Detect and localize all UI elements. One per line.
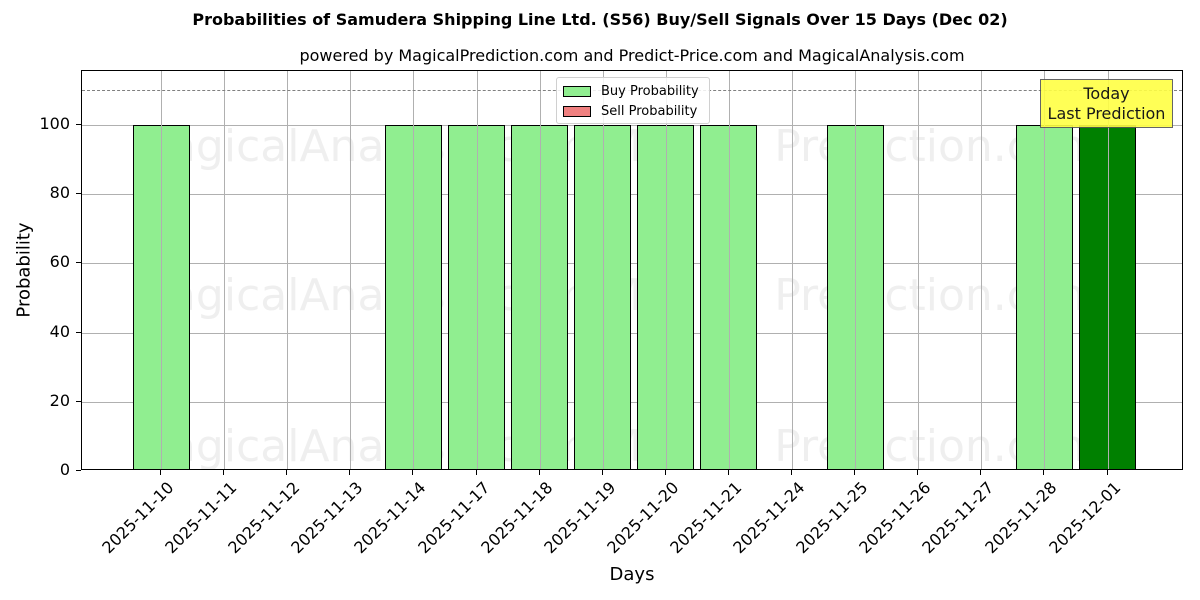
chart-subtitle: powered by MagicalPrediction.com and Pre… (299, 46, 965, 65)
gridline-horizontal (82, 194, 1182, 196)
x-tick-mark (664, 470, 666, 475)
legend-label-buy: Buy Probability (601, 83, 699, 99)
x-tick-mark (538, 470, 540, 475)
gridline-vertical (224, 71, 226, 469)
chart-title: Probabilities of Samudera Shipping Line … (192, 10, 1008, 29)
x-tick-mark (917, 470, 919, 475)
annotation-line-2: Last Prediction (1047, 104, 1166, 123)
y-tick-label: 0 (59, 460, 70, 479)
x-tick-mark (1043, 470, 1045, 475)
gridline-vertical (602, 71, 604, 469)
y-tick-label: 80 (49, 183, 70, 203)
gridline-vertical (413, 71, 415, 469)
gridline-vertical (918, 71, 920, 469)
x-tick-mark (223, 470, 225, 475)
legend: Buy Probability Sell Probability (556, 77, 710, 124)
legend-label-sell: Sell Probability (601, 103, 698, 119)
x-tick-mark (601, 470, 603, 475)
x-tick-mark (160, 470, 161, 475)
x-tick-mark (791, 470, 792, 475)
legend-item-sell: Sell Probability (563, 103, 697, 119)
gridline-horizontal (82, 125, 1182, 126)
y-tick-mark (76, 400, 81, 402)
y-tick-mark (76, 331, 81, 333)
x-tick-mark (349, 470, 351, 475)
x-tick-mark (412, 470, 414, 475)
x-tick-mark (854, 470, 856, 475)
x-tick-mark (475, 470, 477, 475)
legend-item-buy: Buy Probability (563, 83, 699, 99)
gridline-vertical (981, 71, 983, 469)
gridline-vertical (287, 71, 289, 469)
y-tick-label: 20 (49, 390, 70, 410)
gridline-vertical (728, 71, 730, 469)
legend-swatch-sell (563, 105, 591, 117)
y-tick-label: 40 (49, 321, 70, 341)
gridline-vertical (350, 71, 352, 469)
y-tick-mark (76, 262, 81, 264)
gridline-vertical (539, 71, 541, 469)
x-tick-mark (1106, 470, 1108, 475)
gridline-vertical (161, 71, 162, 469)
gridline-horizontal (82, 401, 1182, 403)
gridline-vertical (476, 71, 478, 469)
gridline-vertical (792, 71, 793, 469)
y-tick-mark (76, 124, 81, 125)
x-tick-mark (980, 470, 982, 475)
today-annotation: Today Last Prediction (1040, 79, 1173, 128)
y-tick-label: 60 (49, 252, 70, 272)
gridline-horizontal (82, 332, 1182, 334)
y-tick-mark (76, 193, 81, 195)
gridline-vertical (665, 71, 667, 469)
x-axis-label: Days (609, 564, 655, 585)
annotation-line-1: Today (1083, 84, 1130, 103)
gridline-horizontal (82, 263, 1182, 265)
gridline-vertical (855, 71, 857, 469)
gridline-vertical (1107, 71, 1109, 469)
x-tick-mark (727, 470, 729, 475)
legend-swatch-buy (563, 85, 591, 97)
gridline-vertical (1044, 71, 1046, 469)
y-tick-label: 100 (39, 114, 70, 133)
y-tick-mark (76, 470, 81, 471)
x-tick-mark (286, 470, 288, 475)
